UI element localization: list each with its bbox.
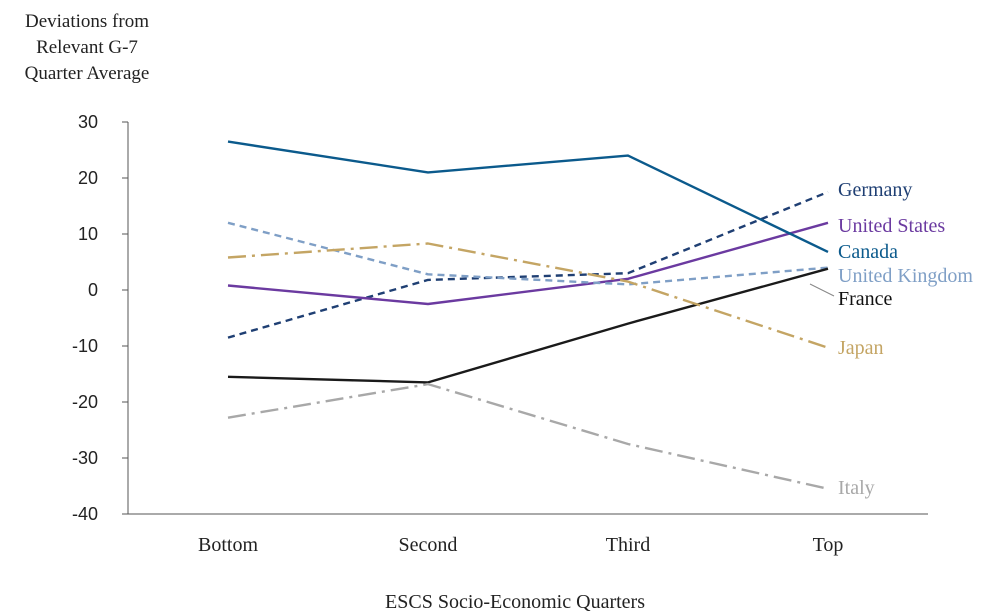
y-axis-label: Deviations from Relevant G-7 Quarter Ave… [25,11,150,84]
x-axis-label: ESCS Socio-Economic Quarters [385,591,645,613]
series-line-united-states [227,221,829,306]
y-tick-label: 30 [78,112,98,132]
series-line-italy [227,382,829,490]
axes [127,122,928,515]
x-tick-label: Bottom [198,534,258,556]
series-line-germany [227,190,829,339]
series-line-japan [227,242,829,349]
x-tick-label: Top [813,534,844,556]
france-label-leader [809,283,835,297]
y-tick-label: 20 [78,168,98,188]
series-label-united-kingdom: United Kingdom [838,265,973,287]
series-label-italy: Italy [838,477,875,499]
y-tick-label: -10 [72,336,98,356]
x-tick-label: Second [399,534,458,556]
y-tick-label: -40 [72,504,98,524]
y-tick-label: -20 [72,392,98,412]
y-axis-label-line-3: Quarter Average [25,63,150,84]
series-line-united-kingdom [227,221,829,286]
y-tick-label: 0 [88,280,98,300]
y-axis-label-line-1: Deviations from [25,11,149,32]
series-label-united-states: United States [838,215,945,237]
y-axis-ticks: 30 20 10 0 -10 -20 -30 -40 [72,112,128,524]
series-lines [227,140,829,490]
x-tick-label: Third [606,534,650,556]
y-tick-label: -30 [72,448,98,468]
series-label-japan: Japan [838,337,884,359]
series-line-canada [227,140,829,253]
series-line-france [227,267,829,384]
series-label-france: France [838,288,893,310]
y-axis-label-line-2: Relevant G-7 [36,37,138,58]
series-label-germany: Germany [838,179,912,201]
x-axis-ticks: Bottom Second Third Top [198,534,843,556]
series-label-canada: Canada [838,241,898,263]
y-tick-label: 10 [78,224,98,244]
